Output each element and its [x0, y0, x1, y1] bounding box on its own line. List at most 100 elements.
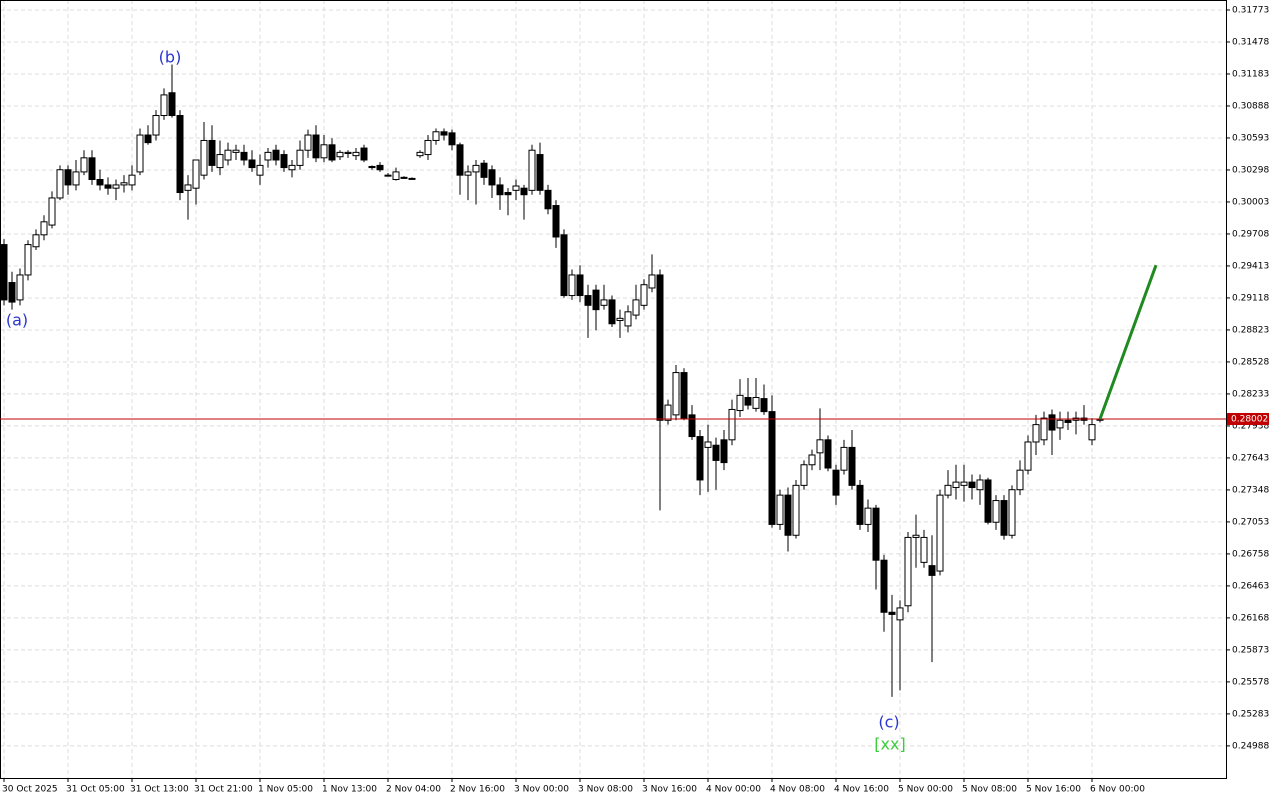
candle-body: [888, 611, 896, 615]
candle-body: [928, 565, 936, 576]
candle-body: [408, 177, 416, 180]
y-tick-label: 0.25283: [1232, 709, 1269, 719]
candle-body: [568, 274, 576, 297]
candle-body: [648, 274, 656, 289]
wave-label: (b): [159, 48, 182, 67]
candle-body: [184, 184, 192, 191]
candle-body: [1000, 500, 1008, 536]
candle-body: [424, 139, 432, 156]
candle-body: [280, 154, 288, 169]
candle-body: [8, 282, 16, 303]
candle-body: [720, 439, 728, 464]
candle-body: [640, 284, 648, 306]
y-tick-label: 0.26168: [1232, 613, 1269, 623]
candle-body: [1016, 469, 1024, 491]
y-tick-label: 0.27348: [1232, 485, 1269, 495]
y-tick-label: 0.30593: [1232, 133, 1269, 143]
candle-body: [608, 299, 616, 325]
y-tick-label: 0.29708: [1232, 229, 1269, 239]
candle-body: [872, 507, 880, 561]
candle-body: [808, 454, 816, 466]
x-tick-label: 2 Nov 16:00: [450, 785, 505, 795]
candle-body: [680, 372, 688, 419]
candle-body: [584, 295, 592, 306]
candle-body: [256, 164, 264, 176]
y-tick-label: 0.29413: [1232, 261, 1269, 271]
plot-frame: [0, 0, 1227, 779]
candle-body: [40, 221, 48, 236]
candle-body: [128, 174, 136, 186]
candle-body: [536, 154, 544, 191]
candle-body: [304, 134, 312, 151]
candle-body: [112, 184, 120, 189]
y-tick-label: 0.31183: [1232, 69, 1269, 79]
y-tick-label: 0.30003: [1232, 197, 1269, 207]
candle-body: [56, 169, 64, 199]
x-tick-label: 3 Nov 16:00: [642, 785, 697, 795]
x-tick-label: 4 Nov 08:00: [770, 785, 825, 795]
candle-body: [800, 464, 808, 486]
x-tick-label: 5 Nov 00:00: [898, 785, 953, 795]
x-tick-label: 1 Nov 05:00: [258, 785, 313, 795]
candle-body: [784, 494, 792, 536]
candle-body: [480, 162, 488, 178]
candle-body: [344, 151, 352, 154]
x-tick-label: 3 Nov 00:00: [514, 785, 569, 795]
candle-body: [208, 139, 216, 166]
candle-body: [72, 171, 80, 186]
candle-body: [32, 234, 40, 248]
candle-body: [120, 182, 128, 186]
candle-body: [600, 299, 608, 306]
candle-body: [904, 536, 912, 607]
candle-body: [488, 169, 496, 186]
candle-body: [328, 144, 336, 161]
y-tick-label: 0.31773: [1232, 5, 1269, 15]
candle-body: [832, 469, 840, 496]
x-tick-label: 2 Nov 04:00: [386, 785, 441, 795]
candle-body: [744, 397, 752, 406]
y-tick-label: 0.28233: [1232, 389, 1269, 399]
candle-body: [144, 134, 152, 144]
candle-body: [472, 164, 480, 173]
candle-body: [336, 151, 344, 158]
candle-body: [16, 274, 24, 301]
candle-body: [1088, 424, 1096, 441]
candle-body: [24, 244, 32, 276]
candle-body: [64, 169, 72, 186]
x-tick-label: 31 Oct 21:00: [194, 785, 253, 795]
y-tick-label: 0.30298: [1232, 165, 1269, 175]
candle-body: [520, 187, 528, 196]
candle-body: [440, 131, 448, 136]
wave-label: [xx]: [874, 735, 905, 754]
candle-body: [896, 607, 904, 621]
candle-body: [976, 479, 984, 491]
candle-body: [704, 441, 712, 448]
candle-body: [936, 494, 944, 572]
candle-body: [944, 484, 952, 496]
candle-body: [688, 414, 696, 438]
candle-body: [672, 372, 680, 416]
candle-body: [960, 481, 968, 486]
y-tick-label: 0.31478: [1232, 37, 1269, 47]
candle-body: [544, 189, 552, 210]
candle-body: [768, 411, 776, 525]
candle-body: [152, 115, 160, 136]
candle-body: [968, 481, 976, 489]
candle-body: [384, 174, 392, 177]
x-tick-label: 5 Nov 16:00: [1026, 785, 1081, 795]
candle-body: [776, 494, 784, 525]
x-tick-label: 1 Nov 13:00: [322, 785, 377, 795]
candle-body: [224, 149, 232, 161]
candle-body: [752, 397, 760, 409]
candle-body: [816, 439, 824, 454]
candle-body: [992, 500, 1000, 523]
grid: [0, 0, 1226, 778]
candle-body: [552, 205, 560, 238]
candle-body: [952, 481, 960, 489]
candle-body: [576, 274, 584, 297]
price-tag-label: 0.28002: [1231, 414, 1268, 424]
candle-body: [392, 171, 400, 181]
y-tick-label: 0.25873: [1232, 645, 1269, 655]
candle-body: [856, 484, 864, 525]
y-tick-label: 0.27938: [1232, 421, 1269, 431]
